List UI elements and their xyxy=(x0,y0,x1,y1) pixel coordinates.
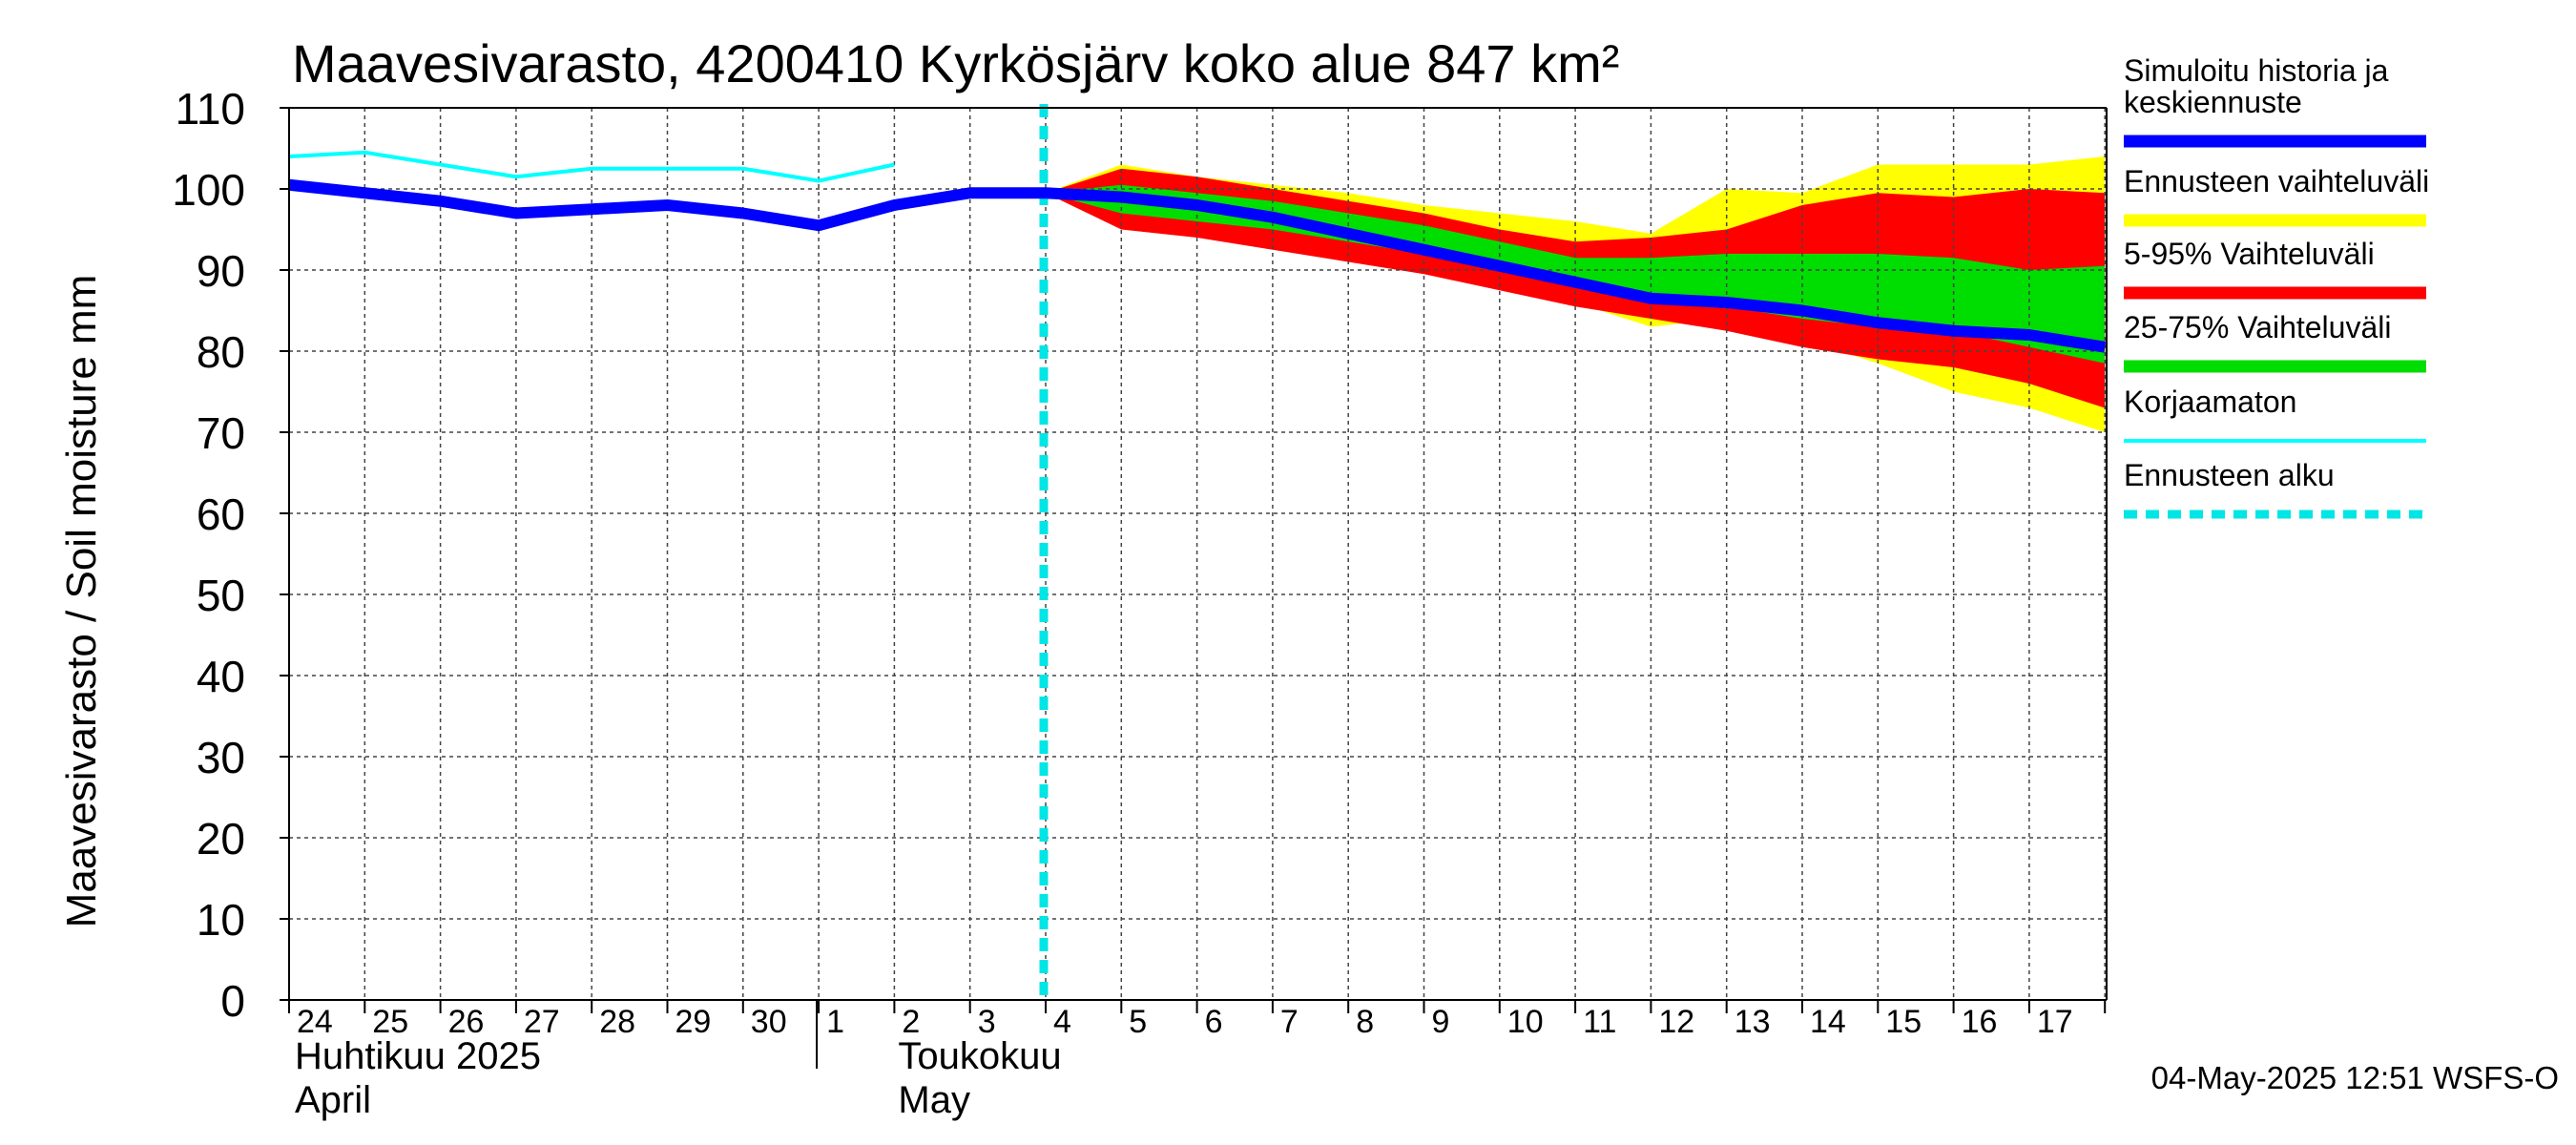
x-tick-label: 30 xyxy=(751,1004,787,1040)
legend-label: Simuloitu historia ja xyxy=(2124,53,2389,88)
month-label-fi: Toukokuu xyxy=(898,1035,1061,1077)
x-tick-label: 29 xyxy=(675,1004,712,1040)
x-tick-label: 6 xyxy=(1205,1004,1223,1040)
y-tick-label: 10 xyxy=(197,895,245,945)
x-tick-label: 24 xyxy=(297,1004,333,1040)
legend-label: 5-95% Vaihteluväli xyxy=(2124,237,2375,271)
x-tick-label: 4 xyxy=(1053,1004,1071,1040)
x-tick-label: 28 xyxy=(599,1004,635,1040)
y-tick-label: 60 xyxy=(197,489,245,539)
x-tick-label: 5 xyxy=(1129,1004,1147,1040)
legend-label: Ennusteen alku xyxy=(2124,458,2335,492)
x-tick-label: 26 xyxy=(448,1004,485,1040)
y-tick-label: 0 xyxy=(220,976,245,1026)
series-line-simuloitu-historia-ja-keskiennuste xyxy=(288,178,2107,353)
x-tick-label: 27 xyxy=(524,1004,560,1040)
x-tick-label: 11 xyxy=(1583,1004,1616,1040)
x-tick-label: 14 xyxy=(1810,1004,1846,1040)
x-tick-label: 8 xyxy=(1356,1004,1374,1040)
x-tick-label: 3 xyxy=(978,1004,996,1040)
x-tick-label: 25 xyxy=(372,1004,408,1040)
y-tick-label: 80 xyxy=(197,327,245,377)
legend-label: 25-75% Vaihteluväli xyxy=(2124,310,2391,344)
y-tick-label: 90 xyxy=(197,246,245,296)
footer-timestamp: 04-May-2025 12:51 WSFS-O xyxy=(2151,1060,2559,1095)
month-label-en: May xyxy=(898,1079,970,1121)
month-label-fi: Huhtikuu 2025 xyxy=(295,1035,541,1077)
y-tick-label: 30 xyxy=(197,733,245,782)
y-tick-label: 20 xyxy=(197,814,245,864)
y-tick-label: 50 xyxy=(197,571,245,620)
legend-label: Ennusteen vaihteluväli xyxy=(2124,164,2429,198)
x-tick-label: 10 xyxy=(1507,1004,1544,1040)
series-line-korjaamaton xyxy=(288,150,895,183)
series-lines xyxy=(288,104,2107,1000)
x-tick-label: 17 xyxy=(2037,1004,2073,1040)
legend-label: Korjaamaton xyxy=(2124,385,2296,419)
y-axis-label: Maavesivarasto / Soil moisture mm xyxy=(58,275,105,928)
x-tick-label: 1 xyxy=(826,1004,844,1040)
y-tick-label: 70 xyxy=(197,408,245,458)
y-tick-label: 100 xyxy=(172,165,245,215)
y-tick-label: 110 xyxy=(176,84,245,134)
x-tick-label: 16 xyxy=(1962,1004,1998,1040)
x-tick-label: 15 xyxy=(1885,1004,1922,1040)
chart-title: Maavesivarasto, 4200410 Kyrkösjärv koko … xyxy=(292,33,1619,94)
month-label-en: April xyxy=(295,1079,371,1121)
x-tick-label: 13 xyxy=(1735,1004,1771,1040)
x-tick-label: 9 xyxy=(1432,1004,1450,1040)
x-tick-label: 2 xyxy=(902,1004,920,1040)
x-tick-label: 12 xyxy=(1658,1004,1694,1040)
x-tick-label: 7 xyxy=(1280,1004,1298,1040)
y-tick-label: 40 xyxy=(197,652,245,701)
legend-label: keskiennuste xyxy=(2124,85,2302,119)
